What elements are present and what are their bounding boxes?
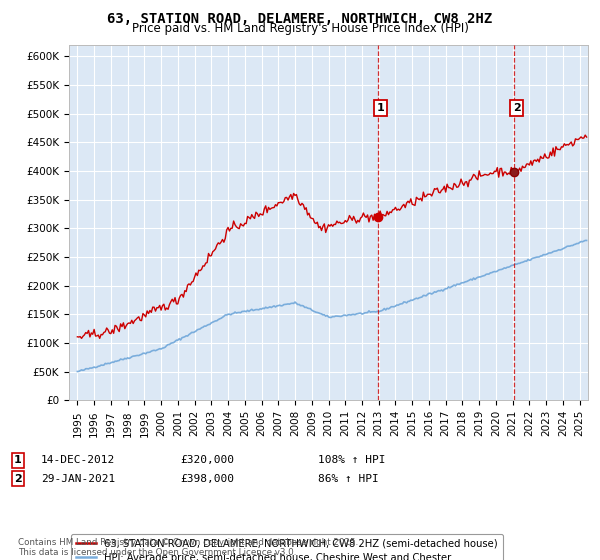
Text: 1: 1 xyxy=(14,455,22,465)
Text: 29-JAN-2021: 29-JAN-2021 xyxy=(41,474,115,484)
Text: 108% ↑ HPI: 108% ↑ HPI xyxy=(318,455,386,465)
Text: 2: 2 xyxy=(512,103,520,113)
Text: Contains HM Land Registry data © Crown copyright and database right 2025.
This d: Contains HM Land Registry data © Crown c… xyxy=(18,538,358,557)
Text: Price paid vs. HM Land Registry's House Price Index (HPI): Price paid vs. HM Land Registry's House … xyxy=(131,22,469,35)
Legend: 63, STATION ROAD, DELAMERE, NORTHWICH, CW8 2HZ (semi-detached house), HPI: Avera: 63, STATION ROAD, DELAMERE, NORTHWICH, C… xyxy=(71,534,503,560)
Text: 86% ↑ HPI: 86% ↑ HPI xyxy=(318,474,379,484)
Text: £398,000: £398,000 xyxy=(180,474,234,484)
Text: 63, STATION ROAD, DELAMERE, NORTHWICH, CW8 2HZ: 63, STATION ROAD, DELAMERE, NORTHWICH, C… xyxy=(107,12,493,26)
Text: 14-DEC-2012: 14-DEC-2012 xyxy=(41,455,115,465)
Text: 1: 1 xyxy=(377,103,385,113)
Text: £320,000: £320,000 xyxy=(180,455,234,465)
Text: 2: 2 xyxy=(14,474,22,484)
